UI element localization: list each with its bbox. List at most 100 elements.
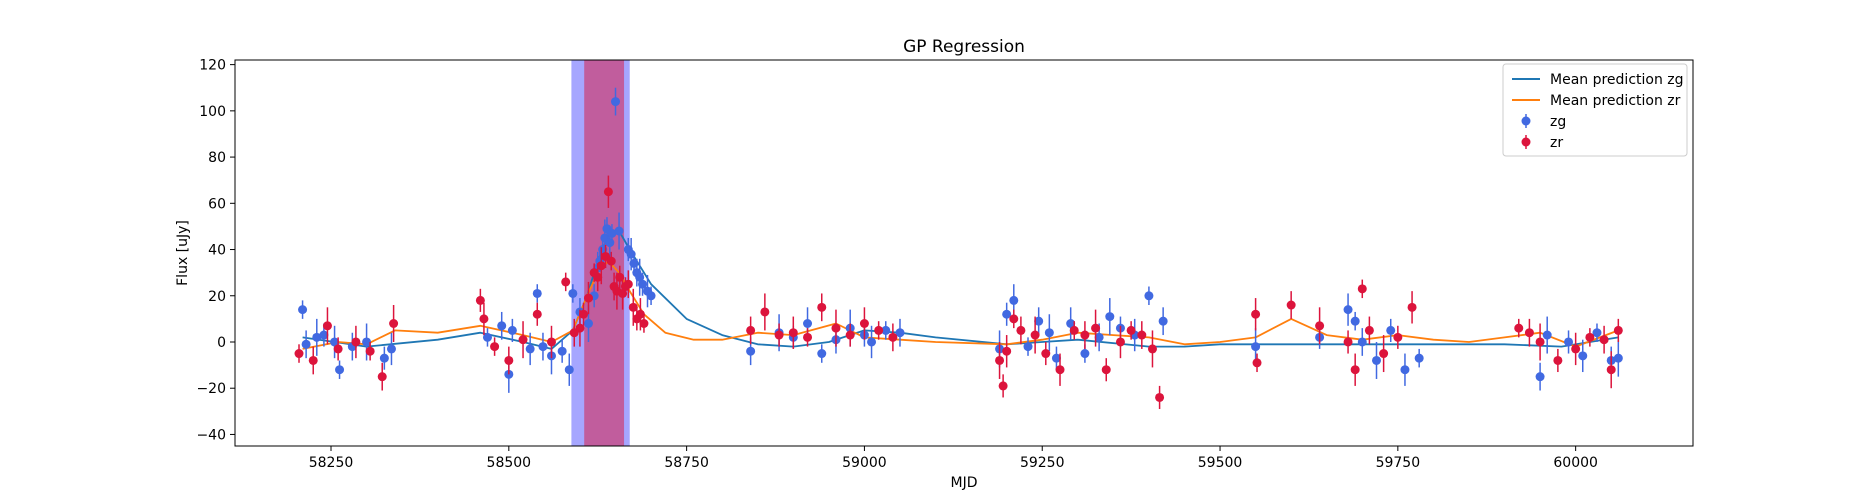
zg-point bbox=[1414, 348, 1424, 368]
zr-point bbox=[995, 341, 1005, 379]
zg-marker bbox=[1578, 351, 1588, 361]
zg-marker bbox=[1105, 312, 1115, 322]
zr-marker bbox=[628, 302, 638, 312]
zr-marker bbox=[593, 272, 603, 282]
zr-point bbox=[1553, 348, 1563, 373]
zg-marker bbox=[803, 318, 813, 328]
zg-marker bbox=[646, 291, 656, 301]
zr-marker bbox=[504, 355, 514, 365]
zr-marker bbox=[1599, 335, 1609, 345]
zg-marker bbox=[1400, 365, 1410, 375]
zg-marker bbox=[482, 332, 492, 342]
zg-marker bbox=[319, 330, 329, 340]
x-tick-label: 58750 bbox=[664, 455, 709, 471]
legend-label: zr bbox=[1550, 135, 1563, 151]
zg-marker bbox=[1592, 328, 1602, 338]
zr-marker bbox=[1553, 355, 1563, 365]
zr-point bbox=[803, 328, 813, 347]
zr-point bbox=[1069, 321, 1079, 340]
zr-marker bbox=[1016, 325, 1026, 335]
zg-marker bbox=[1535, 372, 1545, 382]
zg-marker bbox=[1343, 305, 1353, 315]
zr-marker bbox=[578, 309, 588, 319]
zr-marker bbox=[1379, 349, 1389, 359]
x-tick-label: 59250 bbox=[1020, 455, 1065, 471]
zr-marker bbox=[1009, 314, 1019, 324]
zg-point bbox=[312, 318, 322, 356]
zg-marker bbox=[611, 97, 621, 107]
y-tick-label: 40 bbox=[208, 243, 226, 259]
zg-point bbox=[482, 328, 492, 347]
y-tick-label: −20 bbox=[196, 381, 226, 397]
y-tick-label: 60 bbox=[208, 196, 226, 212]
zg-point bbox=[1357, 328, 1367, 356]
zg-point bbox=[1066, 307, 1076, 340]
zr-marker bbox=[1147, 344, 1157, 354]
zr-marker bbox=[1613, 325, 1623, 335]
zr-point bbox=[532, 302, 542, 326]
zr-point bbox=[874, 321, 884, 340]
zg-marker bbox=[532, 288, 542, 298]
zr-point bbox=[578, 302, 588, 326]
zr-point bbox=[639, 314, 649, 333]
zr-point bbox=[859, 307, 869, 340]
zg-marker bbox=[301, 339, 311, 349]
zr-marker bbox=[294, 349, 304, 359]
zr-marker bbox=[1357, 284, 1367, 294]
zg-marker bbox=[298, 305, 308, 315]
plot-frame bbox=[234, 59, 1694, 447]
zg-marker bbox=[607, 228, 617, 238]
zg-marker bbox=[1372, 355, 1382, 365]
zr-marker bbox=[389, 318, 399, 328]
zr-point bbox=[998, 374, 1008, 398]
zr-point bbox=[377, 362, 387, 391]
zg-marker bbox=[312, 332, 322, 342]
zr-point bbox=[1364, 316, 1374, 345]
zr-marker bbox=[995, 355, 1005, 365]
zg-point bbox=[538, 332, 548, 361]
zg-marker bbox=[525, 344, 535, 354]
zr-point bbox=[1599, 325, 1609, 354]
zg-point bbox=[335, 360, 345, 379]
zg-marker bbox=[1542, 330, 1552, 340]
zr-point bbox=[351, 325, 361, 359]
zg-point bbox=[330, 325, 340, 359]
legend-label: Mean prediction zr bbox=[1550, 93, 1681, 109]
legend: Mean prediction zg Mean prediction zr zg zr bbox=[1502, 63, 1688, 157]
x-axis-ticks: 58250 58500 58750 59000 59250 59500 59750 60000 bbox=[309, 446, 1598, 471]
zr-marker bbox=[1002, 346, 1012, 356]
zg-marker bbox=[1034, 316, 1044, 326]
zg-point bbox=[1002, 302, 1012, 326]
zg-point bbox=[607, 224, 617, 243]
zg-marker bbox=[557, 346, 567, 356]
zr-marker bbox=[606, 256, 616, 266]
zg-point bbox=[301, 330, 311, 359]
zr-point bbox=[561, 272, 571, 292]
zg-point bbox=[1350, 311, 1360, 331]
zg-marker bbox=[1158, 316, 1168, 326]
zr-point bbox=[596, 247, 606, 285]
zg-marker bbox=[386, 344, 396, 354]
zr-point bbox=[1115, 325, 1125, 359]
zr-point bbox=[845, 323, 855, 347]
zg-marker bbox=[1023, 342, 1033, 352]
zr-marker bbox=[1571, 344, 1581, 354]
zg-point bbox=[1023, 337, 1033, 356]
y-tick-label: 20 bbox=[208, 289, 226, 305]
zr-marker bbox=[479, 314, 489, 324]
zr-point bbox=[389, 305, 399, 342]
zr-marker bbox=[803, 332, 813, 342]
zg-marker bbox=[1144, 291, 1154, 301]
zg-point bbox=[497, 311, 507, 340]
x-tick-label: 58250 bbox=[309, 455, 354, 471]
zr-marker bbox=[1524, 328, 1534, 338]
zr-point bbox=[1613, 318, 1623, 342]
zg-point bbox=[1105, 298, 1115, 336]
zg-marker bbox=[538, 342, 548, 352]
zg-point bbox=[611, 87, 621, 116]
legend-marker-swatch bbox=[1521, 116, 1531, 126]
zg-marker bbox=[1251, 342, 1261, 352]
zr-point bbox=[831, 309, 841, 347]
x-tick-label: 58500 bbox=[487, 455, 532, 471]
zr-marker bbox=[1286, 300, 1296, 310]
